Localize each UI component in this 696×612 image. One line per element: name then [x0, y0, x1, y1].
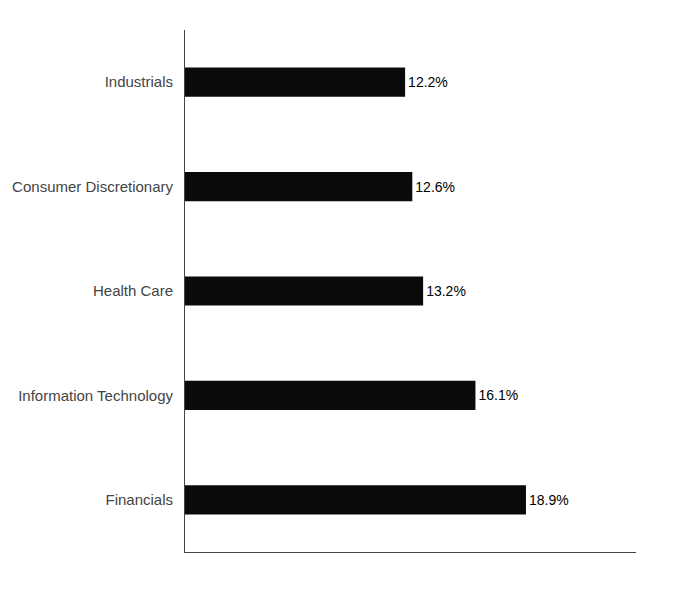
svg-text:12.2%: 12.2% — [408, 74, 448, 90]
svg-text:Industrials: Industrials — [105, 73, 173, 90]
svg-text:Health Care: Health Care — [93, 282, 173, 299]
svg-text:18.9%: 18.9% — [529, 492, 569, 508]
svg-text:13.2%: 13.2% — [426, 283, 466, 299]
svg-text:Financials: Financials — [105, 491, 173, 508]
svg-text:Information Technology: Information Technology — [18, 387, 173, 404]
svg-text:16.1%: 16.1% — [478, 387, 518, 403]
svg-text:12.6%: 12.6% — [415, 179, 455, 195]
svg-text:Consumer Discretionary: Consumer Discretionary — [12, 178, 173, 195]
